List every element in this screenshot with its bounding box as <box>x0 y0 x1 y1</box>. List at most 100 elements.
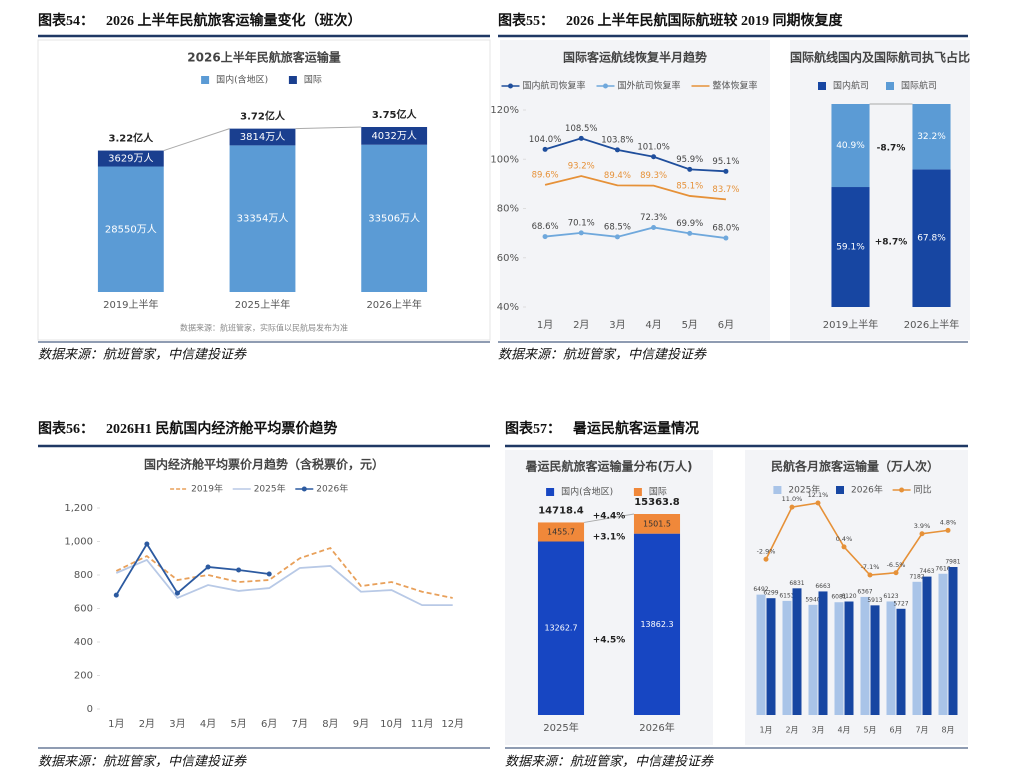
value-label: 89.6% <box>532 170 559 180</box>
x-tick-label: 5月 <box>682 319 698 331</box>
bar-segment <box>537 541 585 715</box>
marker <box>113 592 119 598</box>
legend-label: 国内航司恢复率 <box>523 80 586 92</box>
legend-label: 国内航司 <box>833 80 869 92</box>
value-label: 28550万人 <box>105 223 157 235</box>
marker <box>205 564 211 570</box>
value-label: 93.2% <box>568 161 595 171</box>
connector <box>163 128 230 152</box>
x-tick-label: 8月 <box>941 726 954 735</box>
marker <box>578 230 584 236</box>
y-tick-label: 200 <box>74 671 93 682</box>
source: 数据来源：航班管家，中信建投证券 <box>498 347 707 363</box>
value-label: 95.1% <box>712 157 739 167</box>
bar <box>834 602 844 715</box>
x-tick-label: 2月 <box>785 726 798 735</box>
legend-label: 国际航司 <box>901 80 937 92</box>
x-tick-label: 2019上半年 <box>103 298 158 311</box>
y-tick-label: 100% <box>490 154 519 165</box>
series-line <box>544 226 727 239</box>
value-label: 33354万人 <box>237 213 289 225</box>
legend-label: 2026年 <box>851 484 883 496</box>
total-label: 3.75亿人 <box>372 108 418 121</box>
legend-swatch <box>818 82 826 90</box>
x-tick-label: 1月 <box>537 319 553 331</box>
series-line <box>544 137 726 173</box>
legend-marker <box>508 83 513 89</box>
legend-marker <box>603 83 608 89</box>
value-label: 103.8% <box>601 135 633 145</box>
bar <box>870 605 880 715</box>
value-label: 83.7% <box>712 185 739 195</box>
bar-segment <box>97 166 164 292</box>
value-label: 85.1% <box>676 181 703 191</box>
value-label: 108.5% <box>565 124 597 134</box>
figure-title: 2026 上半年民航旅客运输量变化（班次） <box>106 12 362 29</box>
bar-segment <box>97 150 164 167</box>
bar-segment <box>537 522 585 542</box>
legend-swatch <box>546 488 555 496</box>
bar-segment <box>912 169 951 307</box>
marker <box>174 590 180 596</box>
y-tick-label: 400 <box>74 637 93 648</box>
value-label: 0.4% <box>836 535 853 543</box>
marker <box>542 234 548 240</box>
value-label: 12.1% <box>808 491 829 499</box>
figure-label: 图表54： <box>38 12 94 29</box>
bar <box>766 598 776 715</box>
annotation: +3.1% <box>593 533 626 543</box>
bar <box>922 576 932 715</box>
marker <box>542 146 548 152</box>
value-label: 11.0% <box>782 495 803 503</box>
marker <box>614 234 620 240</box>
value-label: 68.6% <box>532 222 559 232</box>
note: 数据来源：航班管家，实际值以民航局发布为准 <box>180 323 348 333</box>
value-label: 6367 <box>857 588 872 595</box>
bar-segment <box>912 104 951 170</box>
value-label: -7.1% <box>861 563 880 571</box>
marker <box>687 166 693 172</box>
value-label: 40.9% <box>836 141 865 151</box>
x-tick-label: 7月 <box>915 726 928 735</box>
legend-marker <box>301 486 307 492</box>
series-line <box>115 558 453 607</box>
chart-title: 暑运民航旅客运输量分布(万人) <box>526 459 693 474</box>
value-label: 5913 <box>867 597 882 604</box>
value-label: 1501.5 <box>643 519 671 528</box>
value-label: 6831 <box>789 580 804 587</box>
series-line <box>115 546 453 599</box>
x-tick-label: 3月 <box>169 718 185 730</box>
annotation: -8.7% <box>877 144 906 154</box>
y-tick-label: 1,000 <box>64 537 93 548</box>
marker <box>893 570 899 576</box>
value-label: 89.4% <box>604 171 631 181</box>
bar-segment <box>831 187 870 307</box>
x-tick-label: 12月 <box>441 718 464 730</box>
value-label: 3814万人 <box>240 131 285 143</box>
value-label: 69.9% <box>676 219 703 229</box>
legend-swatch <box>288 76 297 84</box>
marker <box>841 544 847 550</box>
value-label: 6153 <box>779 592 794 599</box>
y-tick-label: 60% <box>497 253 519 264</box>
value-label: 6663 <box>815 583 830 590</box>
legend-label: 整体恢复率 <box>713 80 758 92</box>
marker <box>919 531 925 537</box>
source: 数据来源：航班管家，中信建投证券 <box>38 347 247 363</box>
marker <box>723 235 729 241</box>
marker <box>651 154 657 160</box>
annotation: +8.7% <box>875 238 908 248</box>
series-line <box>115 542 270 596</box>
value-label: 101.0% <box>637 142 669 152</box>
figure-label: 图表57： <box>505 420 561 437</box>
marker <box>578 135 584 141</box>
value-label: 5940 <box>805 596 820 603</box>
value-label: 32.2% <box>917 132 946 142</box>
bar <box>818 591 828 715</box>
x-tick-label: 2月 <box>139 718 155 730</box>
legend-label: 2019年 <box>191 483 223 495</box>
chart-title: 民航各月旅客运输量（万人次） <box>771 459 939 474</box>
marker <box>789 504 795 510</box>
annotation: +4.5% <box>593 636 626 646</box>
chart-title: 2026上半年民航旅客运输量 <box>187 50 340 65</box>
